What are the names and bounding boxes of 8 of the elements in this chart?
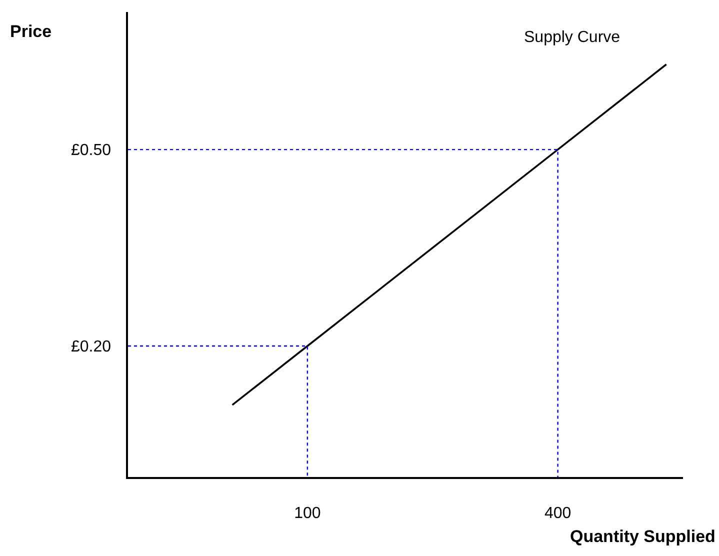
y-axis-title: Price	[10, 22, 52, 41]
y-tick-label: £0.50	[71, 142, 112, 160]
y-tick-label: £0.20	[71, 338, 112, 356]
line-series	[231, 63, 668, 406]
text: Supply Curve	[524, 29, 620, 46]
x-tick-label: 100	[294, 504, 321, 522]
x-axis-title: Quantity Supplied	[570, 527, 716, 546]
x-tick-label: 400	[544, 504, 572, 522]
